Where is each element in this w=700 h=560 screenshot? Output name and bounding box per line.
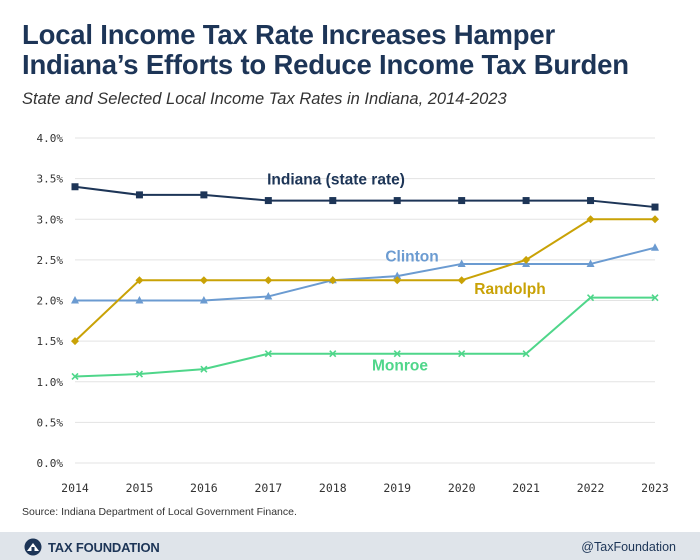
indiana-state-rate-point: [522, 197, 530, 205]
monroe-line: [74, 296, 655, 378]
y-tick-label: 3.5%: [37, 173, 64, 186]
title-line-2: Indiana’s Efforts to Reduce Income Tax B…: [22, 49, 629, 80]
y-tick-label: 3.0%: [37, 213, 64, 226]
x-tick-label: 2020: [448, 481, 476, 495]
clinton-point: [71, 296, 79, 304]
x-tick-label: 2016: [190, 481, 218, 495]
indiana-state-rate-point: [587, 197, 595, 205]
y-tick-label: 0.0%: [37, 457, 64, 470]
y-tick-label: 2.5%: [37, 254, 64, 267]
monroe-series-label: Monroe: [372, 357, 428, 374]
randolph-point: [457, 276, 466, 285]
source-note: Source: Indiana Department of Local Gove…: [22, 506, 297, 518]
indiana-state-rate-line: [74, 185, 656, 209]
randolph-point: [328, 276, 337, 285]
x-tick-label: 2018: [319, 481, 347, 495]
y-tick-label: 1.0%: [37, 376, 64, 389]
footer-bar: TAX FOUNDATION @TaxFoundation: [0, 532, 700, 560]
randolph-point: [71, 337, 79, 346]
clinton-series-label: Clinton: [385, 249, 438, 266]
x-tick-label: 2019: [383, 481, 411, 495]
randolph-line: [74, 218, 655, 342]
clinton-point: [135, 296, 144, 304]
monroe-point: [264, 350, 272, 358]
monroe-point: [522, 350, 530, 358]
clinton-point: [393, 271, 402, 280]
monroe-point: [586, 294, 595, 302]
clinton-line: [75, 246, 656, 302]
randolph-point: [393, 276, 402, 285]
clinton-point: [457, 259, 466, 267]
monroe-point: [458, 350, 466, 358]
indiana-state-rate-point: [200, 191, 208, 199]
y-tick-label: 0.5%: [37, 416, 64, 429]
tax-foundation-brand[interactable]: TAX FOUNDATION: [24, 538, 160, 556]
monroe-point: [329, 350, 337, 358]
chart-title: Local Income Tax Rate Increases Hamper I…: [22, 20, 682, 80]
y-tick-label: 2.0%: [37, 295, 64, 308]
monroe-point: [393, 350, 401, 358]
randolph-point: [651, 215, 659, 224]
chart-subtitle: State and Selected Local Income Tax Rate…: [22, 90, 507, 108]
indiana-state-rate-point: [264, 197, 272, 205]
randolph-series-label: Randolph: [474, 281, 545, 298]
x-tick-label: 2014: [61, 481, 89, 495]
randolph-point: [586, 215, 595, 224]
monroe-point: [200, 365, 208, 373]
clinton-point: [199, 296, 208, 304]
indiana-state-rate-point: [329, 197, 337, 205]
x-tick-label: 2021: [512, 481, 540, 495]
brand-name: TAX FOUNDATION: [48, 539, 160, 555]
line-chart: 0.0% 0.5% 1.0% 1.5% 2.0% 2.5% 3.0% 3.5% 4.0% 2014…: [37, 132, 669, 495]
twitter-handle[interactable]: @TaxFoundation: [581, 540, 676, 554]
randolph-point: [199, 276, 208, 285]
clinton-point: [651, 243, 659, 251]
x-tick-label: 2015: [126, 481, 154, 495]
randolph-point: [264, 276, 273, 285]
y-tick-label: 4.0%: [37, 132, 64, 145]
y-tick-label: 1.5%: [37, 335, 64, 348]
randolph-point: [522, 255, 531, 264]
x-tick-label: 2022: [577, 481, 605, 495]
indiana-state-rate-point: [71, 183, 79, 191]
x-tick-label: 2017: [254, 481, 282, 495]
indiana-state-rate-point: [651, 203, 659, 211]
indiana-state-rate-series-label: Indiana (state rate): [267, 171, 405, 188]
title-line-1: Local Income Tax Rate Increases Hamper: [22, 19, 555, 50]
indiana-state-rate-point: [135, 191, 143, 199]
monroe-point: [71, 372, 79, 381]
monroe-point: [135, 370, 144, 378]
tax-foundation-logo-icon: [24, 538, 42, 556]
indiana-state-rate-point: [458, 197, 466, 205]
indiana-state-rate-point: [393, 197, 401, 205]
x-tick-label: 2023: [641, 481, 669, 495]
clinton-point: [586, 259, 595, 267]
randolph-point: [135, 276, 144, 285]
monroe-point: [651, 294, 659, 302]
clinton-point: [264, 291, 273, 300]
